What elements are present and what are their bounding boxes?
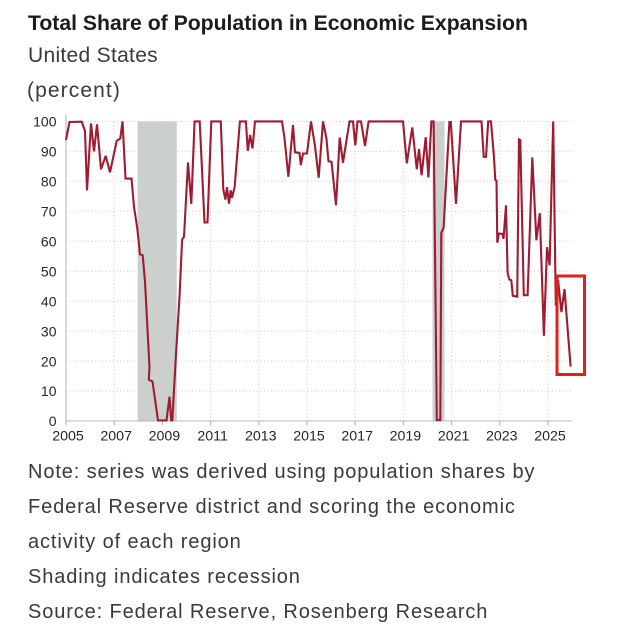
svg-text:50: 50 (41, 263, 57, 279)
svg-text:20: 20 (41, 353, 57, 369)
svg-text:90: 90 (41, 144, 57, 160)
svg-text:40: 40 (41, 293, 57, 309)
svg-text:2021: 2021 (438, 429, 470, 445)
svg-text:70: 70 (41, 204, 57, 220)
svg-text:2019: 2019 (390, 429, 422, 445)
svg-text:2017: 2017 (341, 429, 373, 445)
svg-text:2023: 2023 (486, 429, 518, 445)
svg-text:10: 10 (41, 383, 57, 399)
svg-text:30: 30 (41, 323, 57, 339)
svg-text:60: 60 (41, 233, 57, 249)
svg-text:80: 80 (41, 174, 57, 190)
svg-text:2015: 2015 (293, 429, 325, 445)
svg-text:100: 100 (33, 114, 57, 130)
svg-text:2005: 2005 (52, 429, 84, 445)
svg-text:2011: 2011 (197, 429, 228, 445)
svg-text:2009: 2009 (149, 429, 181, 445)
svg-text:2025: 2025 (534, 429, 566, 445)
svg-text:2013: 2013 (245, 429, 277, 445)
svg-text:2007: 2007 (100, 429, 132, 445)
svg-text:0: 0 (49, 413, 57, 429)
